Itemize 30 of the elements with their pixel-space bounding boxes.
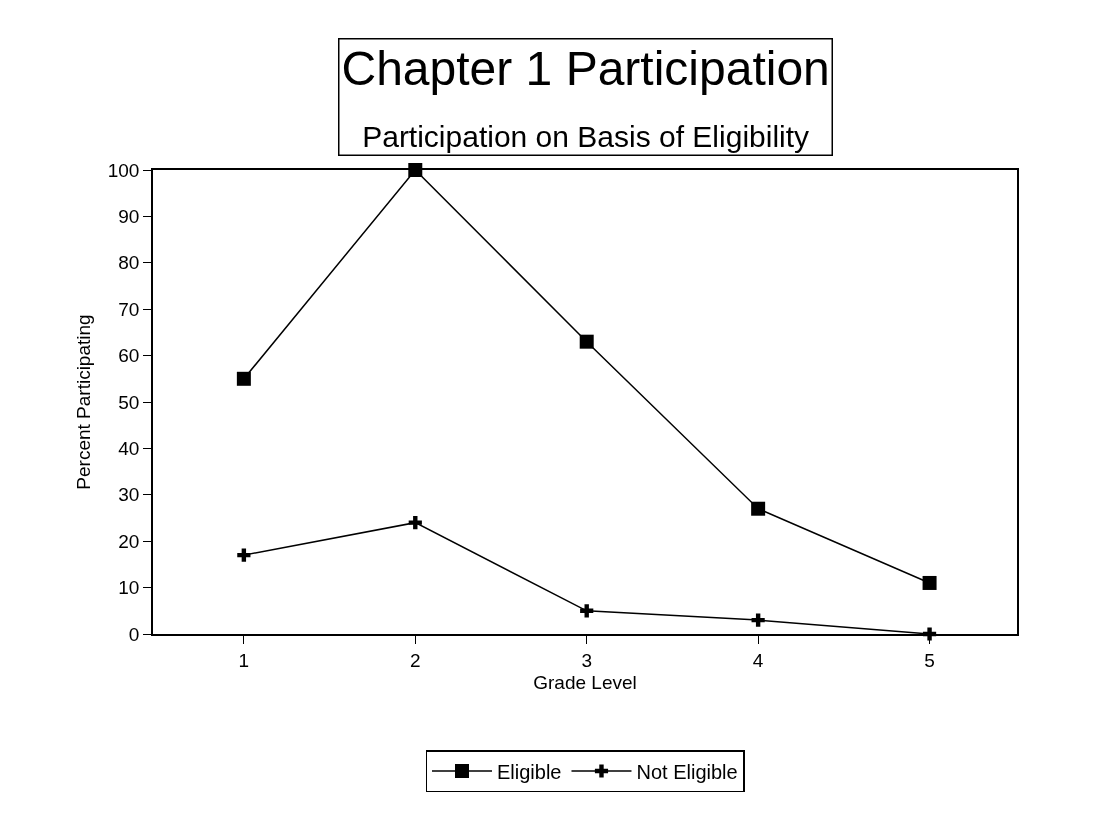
point (580, 604, 594, 618)
x-tick-label: 3 (581, 649, 592, 671)
x-tick-label: 1 (238, 649, 250, 671)
y-tick-label: 100 (107, 159, 140, 181)
y-tick-label: 0 (128, 623, 140, 645)
point (751, 613, 765, 627)
y-tick-label: 60 (118, 345, 140, 367)
point (237, 548, 251, 562)
x-tick-label: 4 (752, 649, 764, 671)
y-tick-label: 50 (118, 391, 140, 413)
x-tick-label: 2 (410, 649, 421, 671)
y-tick-label: 10 (118, 577, 140, 599)
legend-label: Not Eligible (636, 760, 738, 783)
point (922, 575, 937, 590)
point (751, 501, 766, 516)
chart-subtitle: Participation on Basis of Eligibility (362, 119, 810, 153)
legend-label: Eligible (497, 760, 562, 783)
chart-title: Chapter 1 Participation (341, 41, 830, 95)
y-tick-label: 80 (118, 252, 140, 274)
point (579, 334, 594, 349)
y-tick-label: 70 (118, 298, 140, 320)
y-tick-label: 20 (118, 530, 140, 552)
x-axis-title: Grade Level (533, 671, 637, 693)
point (236, 371, 251, 386)
y-axis-title: Percent Participating (73, 314, 95, 490)
point (408, 516, 422, 530)
y-tick-label: 30 (118, 484, 140, 506)
x-tick-label: 5 (924, 649, 935, 671)
y-tick-label: 40 (118, 438, 140, 460)
y-tick-label: 90 (118, 206, 140, 228)
